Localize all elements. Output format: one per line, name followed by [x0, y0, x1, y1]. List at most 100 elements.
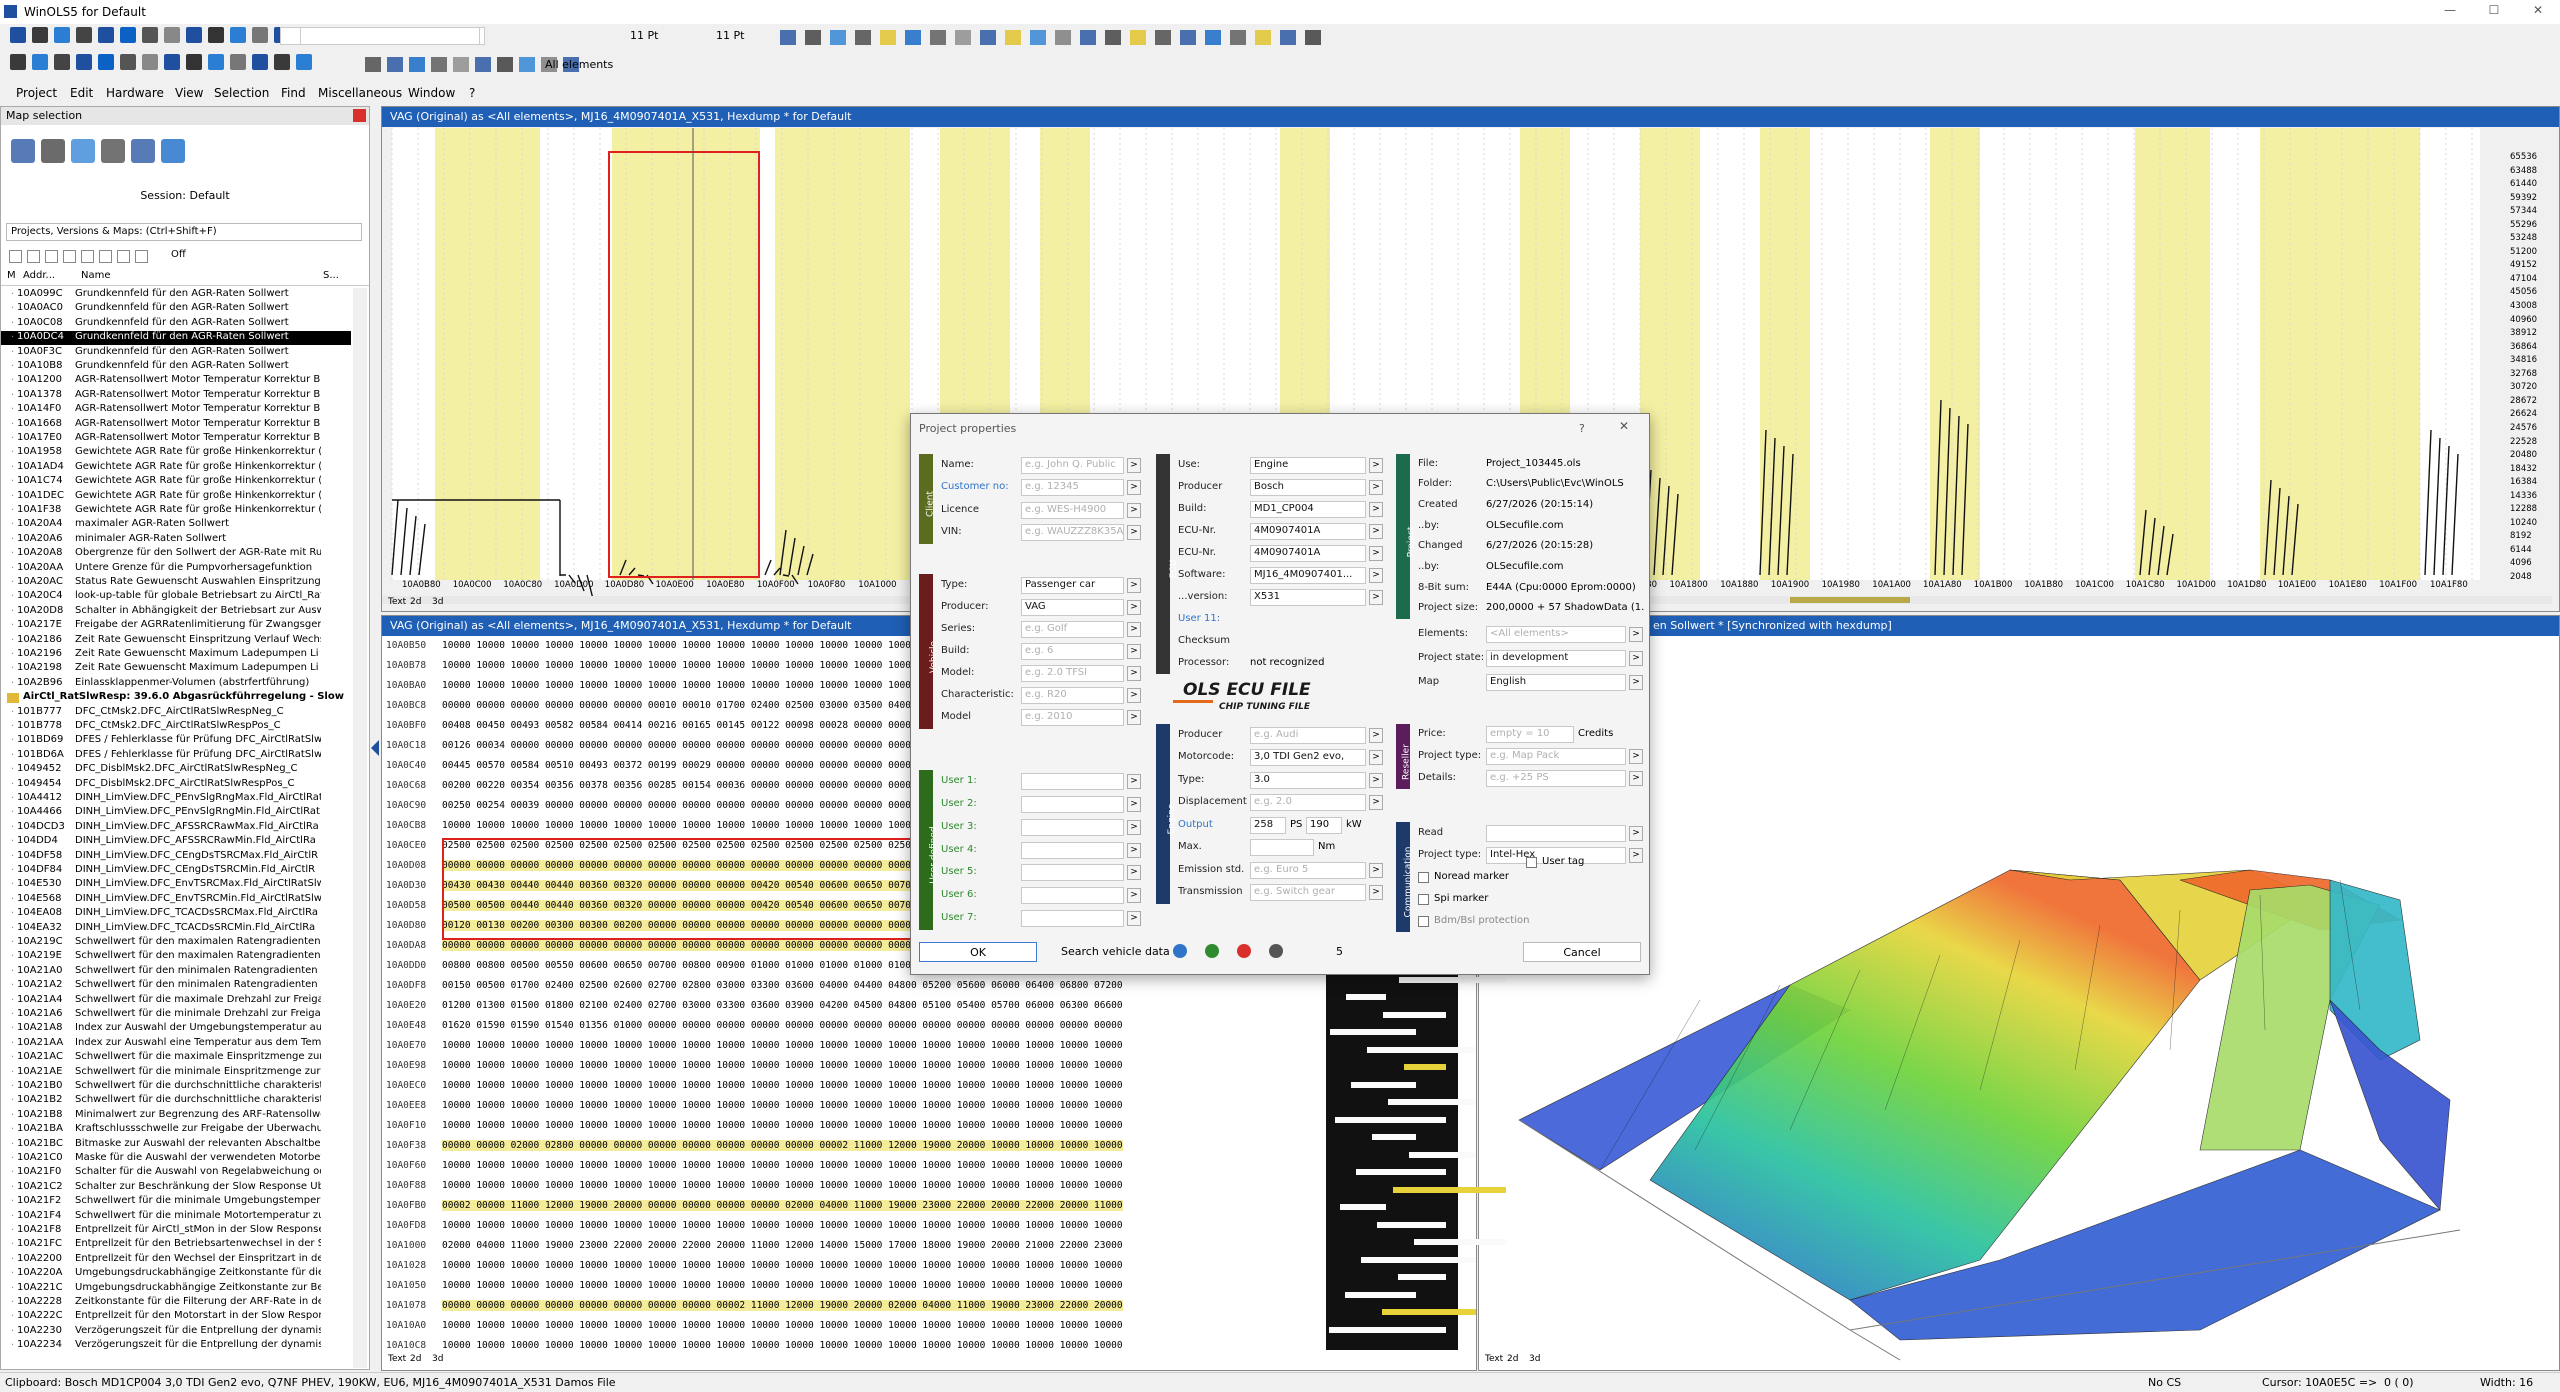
checkbox[interactable]: [1418, 871, 1429, 883]
filter-button[interactable]: [27, 250, 40, 263]
map-row[interactable]: · 1049452 DFC_DisblMsk2.DFC_AirCtlRatSlwRe…: [1, 763, 351, 777]
toolbar-button[interactable]: [1105, 30, 1121, 45]
input-field[interactable]: X531: [1250, 588, 1366, 606]
field-button[interactable]: >: [1127, 796, 1141, 812]
input-field[interactable]: e.g. 2010: [1021, 709, 1124, 727]
map-row[interactable]: · 10A20AC Status Rate Gewuenscht Auswahlen…: [1, 576, 351, 590]
toolbar-button[interactable]: [905, 30, 921, 45]
input-field[interactable]: 3.0: [1250, 771, 1366, 789]
map-row[interactable]: · 10A21C0 Maske für die Auswahl der verwen…: [1, 1152, 351, 1166]
map-row[interactable]: · 101BD69 DFES / Fehlerklasse für Prüfung …: [1, 734, 351, 748]
input-field[interactable]: e.g. Golf: [1021, 620, 1124, 638]
cancel-button[interactable]: Cancel: [1523, 942, 1641, 962]
field-button[interactable]: >: [1127, 911, 1141, 927]
toolbar-button[interactable]: [120, 27, 136, 43]
menu-item[interactable]: Selection: [214, 86, 270, 100]
window-control[interactable]: —: [2444, 3, 2456, 17]
panel-icon[interactable]: [131, 139, 155, 163]
field-button[interactable]: >: [1629, 749, 1643, 764]
view-tab[interactable]: Text: [1485, 1354, 1504, 1364]
input-field[interactable]: 190: [1306, 816, 1342, 834]
map-row[interactable]: · 10A20A6 minimaler AGR-Raten Sollwert: [1, 533, 351, 547]
toolbar-button[interactable]: [252, 54, 268, 70]
map-row[interactable]: · 10A0AC0 Grundkennfeld für den AGR-Raten …: [1, 302, 351, 316]
view-tab[interactable]: Text: [388, 1354, 407, 1364]
toolbar-button[interactable]: [780, 30, 796, 45]
checkbox[interactable]: [1418, 893, 1429, 905]
filter-button[interactable]: [63, 250, 76, 263]
map-row[interactable]: · 10A21A8 Index zur Auswahl der Umgebungst…: [1, 1022, 351, 1036]
input-field[interactable]: [1021, 887, 1124, 905]
window-control[interactable]: ✕: [2532, 3, 2544, 17]
toolbar-button[interactable]: [980, 30, 996, 45]
toolbar-button[interactable]: [541, 57, 557, 72]
toolbar-button[interactable]: [54, 54, 70, 70]
input-field[interactable]: [1021, 841, 1124, 859]
toolbar-button[interactable]: [98, 54, 114, 70]
input-field[interactable]: [1021, 864, 1124, 882]
map-row[interactable]: · 104DD4 DINH_LimView.DFC_AFSSRCRawMin.Fld…: [1, 835, 351, 849]
input-field[interactable]: e.g. John Q. Public: [1021, 456, 1124, 474]
input-field[interactable]: 3,0 TDI Gen2 evo,: [1250, 749, 1366, 767]
map-row[interactable]: · 10A2186 Zeit Rate Gewuenscht Einspritzun…: [1, 634, 351, 648]
input-field[interactable]: [1021, 772, 1124, 790]
menu-item[interactable]: Edit: [70, 86, 94, 100]
font-size[interactable]: 11 Pt: [716, 29, 745, 42]
field-button[interactable]: >: [1127, 599, 1141, 615]
input-field[interactable]: e.g. R20: [1021, 687, 1124, 705]
field-button[interactable]: >: [1127, 666, 1141, 682]
toolbar-button[interactable]: [387, 57, 403, 72]
map-row[interactable]: · 104EA08 DINH_LimView.DFC_TCACDsSRCMax.Fl…: [1, 907, 351, 921]
toolbar-button[interactable]: [1055, 30, 1071, 45]
toolbar-button[interactable]: [1305, 30, 1321, 45]
map-row[interactable]: · 10A20A8 Obergrenze für den Sollwert der …: [1, 547, 351, 561]
menu-item[interactable]: View: [175, 86, 204, 100]
input-field[interactable]: English: [1486, 673, 1626, 691]
field-button[interactable]: >: [1127, 888, 1141, 904]
input-field[interactable]: Intel-Hex: [1486, 846, 1626, 864]
map-row[interactable]: · 10A0DC4 Grundkennfeld für den AGR-Raten …: [1, 331, 351, 346]
input-field[interactable]: e.g. +25 PS: [1486, 769, 1626, 787]
input-field[interactable]: Bosch: [1250, 478, 1366, 496]
toolbar-button[interactable]: [855, 30, 871, 45]
map-row[interactable]: · 10A21BA Kraftschlussschwelle zur Freigab…: [1, 1123, 351, 1137]
field-button[interactable]: >: [1629, 626, 1643, 642]
field-button[interactable]: >: [1369, 750, 1383, 766]
map-row[interactable]: · 10A1378 AGR-Ratensollwert Motor Temperat…: [1, 389, 351, 403]
panel-icon[interactable]: [11, 139, 35, 163]
view-tab[interactable]: 2d: [410, 1354, 422, 1364]
menu-item[interactable]: Miscellaneous: [318, 86, 403, 100]
map-row[interactable]: · 10A21B2 Schwellwert für die durchschnitt…: [1, 1094, 351, 1108]
map-row[interactable]: · 10A1AD4 Gewichtete AGR Rate für große Hi…: [1, 461, 351, 475]
field-button[interactable]: >: [1369, 772, 1383, 788]
toolbar-button[interactable]: [880, 30, 896, 45]
field-button[interactable]: >: [1127, 773, 1141, 789]
map-row[interactable]: · 101B777 DFC_CtMsk2.DFC_AirCtlRatSlwRespN…: [1, 706, 351, 720]
toolbar-button[interactable]: [431, 57, 447, 72]
input-field[interactable]: 4M0907401A: [1250, 522, 1366, 540]
toolbar-button[interactable]: [1255, 30, 1271, 45]
menu-item[interactable]: Project: [16, 86, 58, 100]
filter-button[interactable]: [9, 250, 22, 263]
toolbar-button[interactable]: [1280, 30, 1296, 45]
view-tab[interactable]: 3d: [432, 597, 444, 607]
toolbar-button[interactable]: [10, 54, 26, 70]
field-button[interactable]: >: [1127, 842, 1141, 858]
map-row[interactable]: · 10A20C4 look-up-table für globale Betrie…: [1, 590, 351, 604]
toolbar-button[interactable]: [208, 27, 224, 43]
field-button[interactable]: >: [1369, 479, 1383, 495]
map-row[interactable]: · 10A21A4 Schwellwert für die maximale Dre…: [1, 994, 351, 1008]
menu-item[interactable]: Window: [408, 86, 456, 100]
toolbar-button[interactable]: [76, 27, 92, 43]
map-row[interactable]: · 10A219C Schwellwert für den maximalen Ra…: [1, 936, 351, 950]
input-field[interactable]: 258: [1250, 816, 1286, 834]
toolbar-button[interactable]: [274, 54, 290, 70]
map-row[interactable]: AirCtl_RatSlwResp: 39.6.0 Abgasrückführr…: [1, 691, 351, 705]
toolbar-button[interactable]: [10, 27, 26, 43]
column-header[interactable]: Addr...: [23, 270, 56, 281]
input-field[interactable]: in development: [1486, 649, 1626, 667]
column-header[interactable]: S...: [323, 270, 339, 281]
toolbar-button[interactable]: [830, 30, 846, 45]
field-button[interactable]: >: [1127, 688, 1141, 704]
toolbar-button[interactable]: [54, 27, 70, 43]
